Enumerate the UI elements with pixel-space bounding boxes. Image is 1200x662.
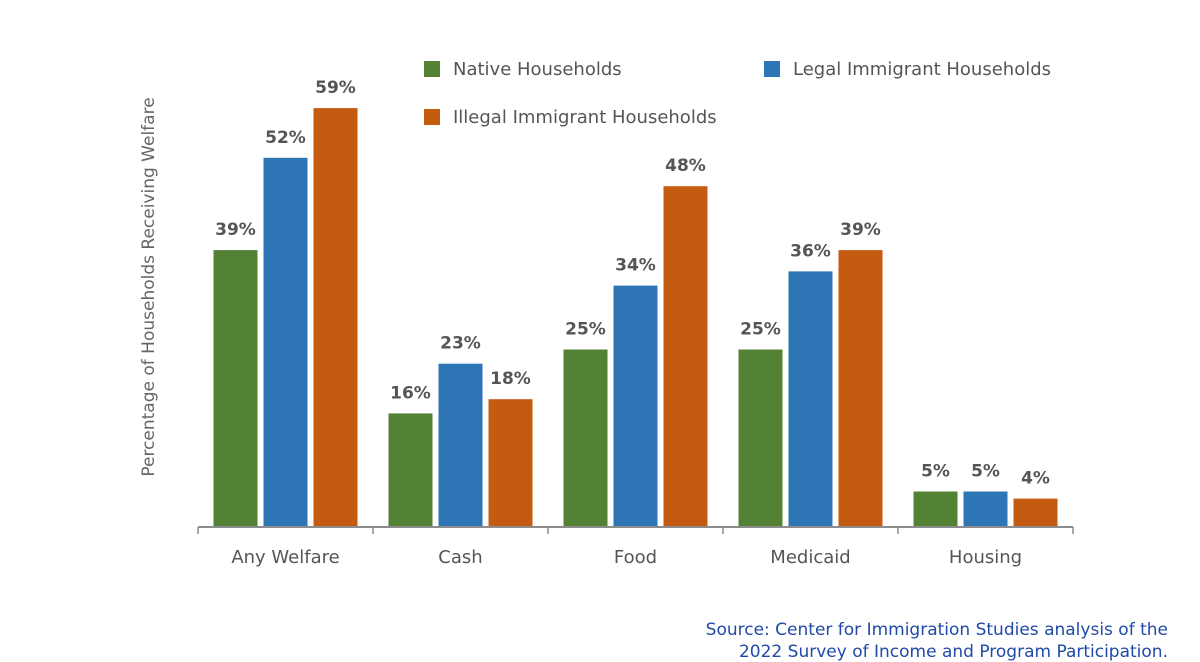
- bar-any-welfare-2: [313, 108, 358, 527]
- bar-medicaid-2: [838, 250, 883, 527]
- source-note-line-1: Source: Center for Immigration Studies a…: [705, 620, 1168, 640]
- bar-food-1: [613, 285, 658, 527]
- data-label: 34%: [615, 256, 656, 276]
- legend-swatch: [424, 61, 440, 77]
- bar-medicaid-0: [738, 349, 783, 527]
- legend-label: Native Households: [453, 59, 622, 80]
- data-label: 4%: [1021, 469, 1050, 489]
- legend: Native Households Legal Immigrant Househo…: [424, 59, 1051, 128]
- data-label: 16%: [390, 383, 431, 403]
- bar-medicaid-1: [788, 271, 833, 527]
- data-label: 39%: [215, 220, 256, 240]
- data-label: 39%: [840, 220, 881, 240]
- data-label: 52%: [265, 128, 306, 148]
- source-note-line-2: 2022 Survey of Income and Program Partic…: [738, 642, 1168, 662]
- legend-swatch: [424, 109, 440, 125]
- data-label: 5%: [921, 462, 950, 482]
- legend-label: Legal Immigrant Households: [793, 59, 1051, 80]
- data-label: 25%: [565, 320, 606, 340]
- data-label: 18%: [490, 369, 531, 389]
- bar-housing-0: [913, 491, 958, 527]
- x-tick-label: Food: [614, 547, 657, 568]
- x-tick-label: Housing: [949, 547, 1022, 568]
- y-axis-title: Percentage of Households Receiving Welfa…: [139, 97, 159, 476]
- legend-label: Illegal Immigrant Households: [453, 107, 717, 128]
- bar-food-2: [663, 186, 708, 527]
- data-label: 36%: [790, 241, 831, 261]
- bar-cash-1: [438, 363, 483, 527]
- bar-cash-2: [488, 399, 533, 527]
- bar-housing-1: [963, 491, 1008, 527]
- data-label: 59%: [315, 78, 356, 98]
- bar-any-welfare-0: [213, 250, 258, 527]
- bar-any-welfare-1: [263, 157, 308, 528]
- bar-food-0: [563, 349, 608, 527]
- bar-housing-2: [1013, 498, 1058, 527]
- x-tick-label: Medicaid: [770, 547, 850, 568]
- data-label: 25%: [740, 320, 781, 340]
- legend-swatch: [764, 61, 780, 77]
- bar-cash-0: [388, 413, 433, 527]
- x-axis: Any Welfare Cash Food Medicaid Housing: [197, 526, 1074, 568]
- data-label: 48%: [665, 156, 706, 176]
- data-label: 23%: [440, 334, 481, 354]
- x-tick-label: Cash: [438, 547, 482, 568]
- data-label: 5%: [971, 462, 1000, 482]
- plot-area: 39% 52% 59% 16% 23% 18% 25% 34% 48% 25% 36% 39% 5% 5%…: [213, 78, 1058, 528]
- x-tick-label: Any Welfare: [231, 547, 339, 568]
